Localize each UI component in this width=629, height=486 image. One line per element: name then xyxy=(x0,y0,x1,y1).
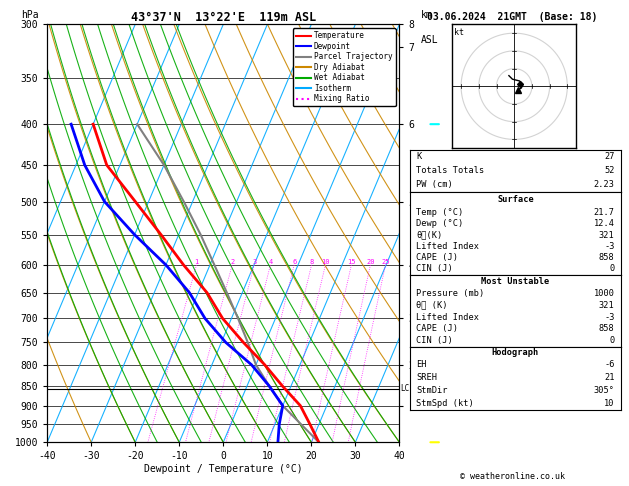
Text: 4: 4 xyxy=(269,259,272,265)
Text: © weatheronline.co.uk: © weatheronline.co.uk xyxy=(460,472,565,481)
X-axis label: Dewpoint / Temperature (°C): Dewpoint / Temperature (°C) xyxy=(144,464,303,474)
Text: -3: -3 xyxy=(604,312,615,322)
Text: 20: 20 xyxy=(366,259,375,265)
Text: Lifted Index: Lifted Index xyxy=(416,312,479,322)
Text: 12.4: 12.4 xyxy=(594,219,615,228)
Text: ASL: ASL xyxy=(421,35,438,45)
Text: CIN (J): CIN (J) xyxy=(416,264,453,274)
Text: Pressure (mb): Pressure (mb) xyxy=(416,289,485,298)
Text: 1000: 1000 xyxy=(594,289,615,298)
Text: Totals Totals: Totals Totals xyxy=(416,166,485,175)
Text: hPa: hPa xyxy=(21,10,38,20)
Text: -3: -3 xyxy=(604,242,615,251)
Text: 2.23: 2.23 xyxy=(594,180,615,190)
Text: K: K xyxy=(416,152,421,161)
Text: Temp (°C): Temp (°C) xyxy=(416,208,464,217)
Legend: Temperature, Dewpoint, Parcel Trajectory, Dry Adiabat, Wet Adiabat, Isotherm, Mi: Temperature, Dewpoint, Parcel Trajectory… xyxy=(292,28,396,106)
Text: Most Unstable: Most Unstable xyxy=(481,277,550,286)
Text: 25: 25 xyxy=(381,259,390,265)
Text: 321: 321 xyxy=(599,301,615,310)
Text: θᴄ (K): θᴄ (K) xyxy=(416,301,448,310)
Text: 2: 2 xyxy=(230,259,234,265)
Text: CIN (J): CIN (J) xyxy=(416,336,453,345)
Text: 21: 21 xyxy=(604,373,615,382)
Text: 21.7: 21.7 xyxy=(594,208,615,217)
Text: 321: 321 xyxy=(599,230,615,240)
Y-axis label: Mixing Ratio (g/kg): Mixing Ratio (g/kg) xyxy=(416,186,425,281)
Text: 1: 1 xyxy=(194,259,199,265)
Title: 43°37'N  13°22'E  119m ASL: 43°37'N 13°22'E 119m ASL xyxy=(131,11,316,24)
Text: 8: 8 xyxy=(309,259,314,265)
Text: 6: 6 xyxy=(292,259,296,265)
Text: 0: 0 xyxy=(610,264,615,274)
Text: 858: 858 xyxy=(599,324,615,333)
Text: 52: 52 xyxy=(604,166,615,175)
Text: PW (cm): PW (cm) xyxy=(416,180,453,190)
Text: EH: EH xyxy=(416,360,427,369)
Text: 858: 858 xyxy=(599,253,615,262)
Text: CAPE (J): CAPE (J) xyxy=(416,324,459,333)
Text: Lifted Index: Lifted Index xyxy=(416,242,479,251)
Text: SREH: SREH xyxy=(416,373,437,382)
Text: 10: 10 xyxy=(321,259,330,265)
Text: 15: 15 xyxy=(347,259,355,265)
Text: 10: 10 xyxy=(604,399,615,408)
Text: km: km xyxy=(421,10,432,20)
Text: -6: -6 xyxy=(604,360,615,369)
Text: 03.06.2024  21GMT  (Base: 18): 03.06.2024 21GMT (Base: 18) xyxy=(428,12,598,22)
Text: StmDir: StmDir xyxy=(416,386,448,395)
Text: 3: 3 xyxy=(252,259,257,265)
Text: 27: 27 xyxy=(604,152,615,161)
Text: CAPE (J): CAPE (J) xyxy=(416,253,459,262)
Text: Surface: Surface xyxy=(497,195,534,204)
Text: StmSpd (kt): StmSpd (kt) xyxy=(416,399,474,408)
Text: LCL: LCL xyxy=(401,384,415,393)
Text: Dewp (°C): Dewp (°C) xyxy=(416,219,464,228)
Text: 305°: 305° xyxy=(594,386,615,395)
Text: θᴄ(K): θᴄ(K) xyxy=(416,230,443,240)
Text: kt: kt xyxy=(454,28,464,37)
Text: Hodograph: Hodograph xyxy=(492,347,539,357)
Text: 0: 0 xyxy=(610,336,615,345)
